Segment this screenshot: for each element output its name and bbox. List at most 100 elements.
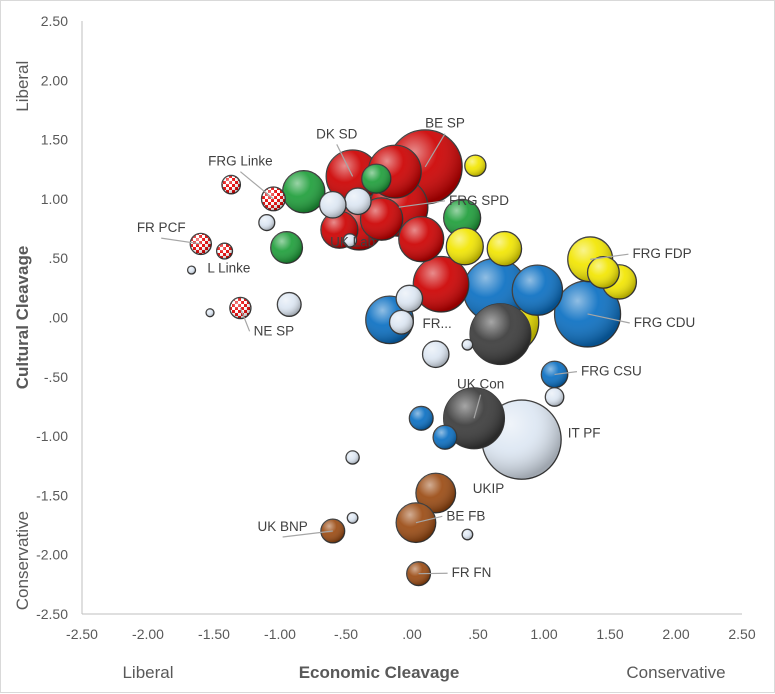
bubble — [396, 285, 422, 311]
bubble — [423, 341, 449, 367]
bubble-label: FRG CSU — [581, 364, 642, 379]
y-axis-bottom-label: Conservative — [13, 511, 32, 610]
x-axis-right-label: Conservative — [626, 663, 725, 682]
bubble — [512, 265, 562, 315]
bubble-shine — [512, 265, 562, 315]
bubble — [446, 228, 483, 265]
bubble-shine — [188, 266, 196, 274]
bubble-label: L Linke — [207, 260, 250, 275]
bubble — [462, 339, 473, 350]
x-tick-label: 2.50 — [728, 626, 755, 642]
bubble-label: FRG SPD — [449, 193, 509, 208]
bubble — [271, 232, 303, 264]
y-axis-top-label: Liberal — [13, 61, 32, 112]
bubble-label: FRG Linke — [208, 154, 273, 169]
y-tick-label: 1.50 — [41, 132, 68, 148]
bubble-shine — [470, 304, 531, 365]
bubble-label: FR... — [422, 316, 451, 331]
x-tick-label: .50 — [468, 626, 488, 642]
bubble — [545, 388, 563, 406]
bubbles — [188, 130, 637, 586]
bubble-shine — [390, 310, 414, 334]
y-tick-label: 1.00 — [41, 191, 68, 207]
bubble-label: BE FB — [446, 508, 485, 523]
bubble — [259, 215, 275, 231]
bubble-shine — [277, 293, 301, 317]
bubble — [465, 155, 486, 176]
bubble — [433, 425, 457, 449]
bubble-shine — [362, 164, 391, 193]
bubble-label: BE SP — [425, 116, 465, 131]
x-axis-left-label: Liberal — [122, 663, 173, 682]
bubble — [188, 266, 196, 274]
x-tick-label: -.50 — [334, 626, 358, 642]
x-tick-label: -1.50 — [198, 626, 230, 642]
bubble — [588, 257, 620, 289]
bubble-shine — [206, 309, 214, 317]
bubble-label: FR FN — [452, 565, 492, 580]
bubble-shine — [409, 406, 433, 430]
y-tick-label: 2.00 — [41, 72, 68, 88]
bubble-shine — [345, 188, 371, 214]
y-tick-label: 2.50 — [41, 13, 68, 29]
bubble-label: FRG FDP — [632, 246, 691, 261]
bubble-shine — [217, 243, 233, 259]
bubble — [206, 309, 214, 317]
bubble — [470, 304, 531, 365]
bubble-shine — [347, 513, 358, 524]
bubble-label: FRG CDU — [634, 315, 696, 330]
y-tick-label: -1.50 — [36, 487, 68, 503]
bubble — [277, 293, 301, 317]
bubble-label: IT PF — [568, 425, 601, 440]
bubble — [222, 175, 240, 193]
y-tick-label: .00 — [49, 310, 69, 326]
bubble-shine — [346, 451, 359, 464]
x-tick-label: 1.00 — [530, 626, 557, 642]
x-tick-label: -2.00 — [132, 626, 164, 642]
bubble — [346, 451, 359, 464]
bubble — [399, 217, 444, 262]
bubble — [217, 243, 233, 259]
label-leader-line — [240, 172, 273, 199]
bubble-shine — [222, 175, 240, 193]
bubble-label: UK Con — [457, 377, 504, 392]
bubble-shine — [588, 257, 620, 289]
bubble-label: UK BNP — [258, 519, 308, 534]
bubble — [345, 188, 371, 214]
bubble-shine — [433, 425, 457, 449]
bubble-shine — [259, 215, 275, 231]
bubble-shine — [462, 339, 473, 350]
y-tick-label: -2.50 — [36, 606, 68, 622]
bubble — [347, 513, 358, 524]
bubble-label: UKIP — [473, 481, 505, 496]
x-tick-label: -1.00 — [264, 626, 296, 642]
bubble-shine — [446, 228, 483, 265]
x-tick-label: -2.50 — [66, 626, 98, 642]
bubble-shine — [462, 529, 473, 540]
bubble-shine — [396, 285, 422, 311]
y-tick-label: -1.00 — [36, 428, 68, 444]
bubble-label: NE SP — [254, 323, 295, 338]
bubble-shine — [465, 155, 486, 176]
bubble — [462, 529, 473, 540]
bubble-shine — [399, 217, 444, 262]
bubble-shine — [545, 388, 563, 406]
bubble-shine — [423, 341, 449, 367]
y-axis-title: Cultural Cleavage — [13, 246, 32, 390]
bubble — [320, 192, 346, 218]
x-tick-label: 2.00 — [662, 626, 689, 642]
bubble — [409, 406, 433, 430]
bubble-label: DK SD — [316, 126, 358, 141]
x-axis-title: Economic Cleavage — [299, 663, 460, 682]
bubble-shine — [487, 232, 521, 266]
bubble — [487, 232, 521, 266]
y-tick-label: -.50 — [44, 369, 68, 385]
bubble-label: UK Lab — [330, 234, 375, 249]
bubble-label: FR PCF — [137, 220, 186, 235]
x-tick-label: 1.50 — [596, 626, 623, 642]
x-tick-label: .00 — [402, 626, 422, 642]
bubble-shine — [283, 171, 325, 213]
y-tick-label: .50 — [49, 250, 69, 266]
bubble — [283, 171, 325, 213]
